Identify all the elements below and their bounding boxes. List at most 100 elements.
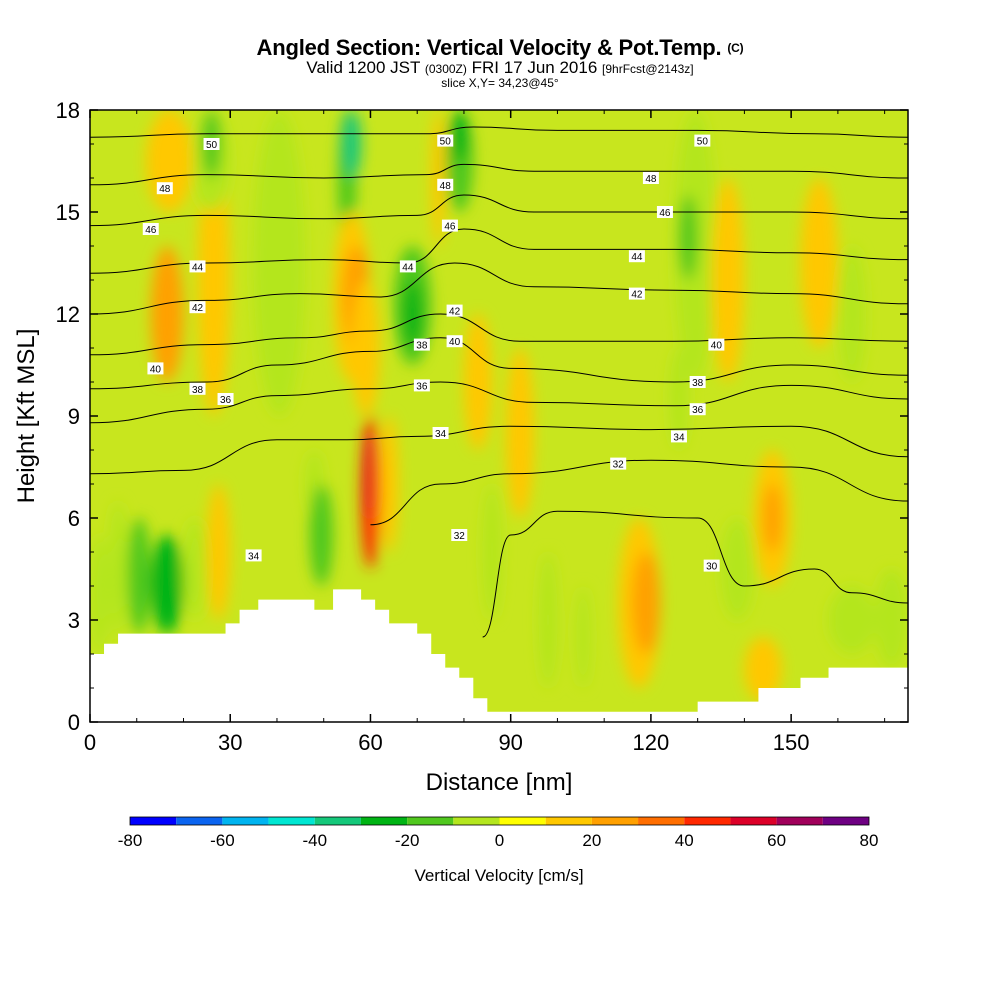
colorbar-swatch <box>545 817 592 825</box>
svg-text:38: 38 <box>692 378 704 389</box>
theta-contour-48 <box>90 163 908 186</box>
colorbar: -80 -60 -40 -20 0 20 40 60 80 <box>118 816 879 850</box>
colorbar-swatch <box>776 817 823 825</box>
velocity-cell <box>146 110 193 212</box>
svg-text:46: 46 <box>145 225 157 236</box>
theta-contour-50 <box>90 126 908 138</box>
theta-contour-30 <box>482 510 908 638</box>
contour-label: 48 <box>642 172 659 185</box>
colorbar-swatch <box>730 817 777 825</box>
svg-text:18: 18 <box>56 98 80 123</box>
theta-contour-46 <box>90 194 908 227</box>
velocity-cell <box>538 552 558 688</box>
velocity-cell <box>763 484 782 552</box>
terrain <box>90 589 908 722</box>
chart-header: Angled Section: Vertical Velocity & Pot.… <box>0 35 1000 90</box>
velocity-cell <box>506 348 535 518</box>
colorbar-tick: 80 <box>860 831 879 850</box>
velocity-cell <box>206 484 231 620</box>
svg-text:42: 42 <box>631 290 643 301</box>
contour-label: 48 <box>437 178 454 192</box>
svg-text:50: 50 <box>697 137 709 148</box>
colorbar-tick: -80 <box>118 831 143 850</box>
svg-text:150: 150 <box>773 730 810 755</box>
velocity-cell <box>183 518 207 620</box>
contour-label: 42 <box>189 301 206 314</box>
slice-info: slice X,Y= 34,23@45° <box>441 76 559 90</box>
contour-label: 50 <box>203 138 220 151</box>
svg-text:42: 42 <box>449 307 461 318</box>
contour-label: 44 <box>628 250 645 263</box>
svg-text:30: 30 <box>706 562 718 573</box>
contour-label: 36 <box>413 379 430 392</box>
contour-label: 38 <box>413 338 430 352</box>
velocity-cell <box>150 246 184 382</box>
velocity-cell <box>837 246 866 382</box>
colorbar-swatch <box>314 817 361 825</box>
colorbar-label: Vertical Velocity [cm/s] <box>414 866 583 885</box>
contour-label: 34 <box>245 549 262 562</box>
velocity-cell <box>482 484 502 620</box>
contour-label: 32 <box>451 529 468 542</box>
svg-text:3: 3 <box>68 608 80 633</box>
contour-label: 38 <box>689 376 706 389</box>
theta-contour-42 <box>90 262 908 315</box>
y-axis-label: Height [Kft MSL] <box>13 329 40 504</box>
svg-text:40: 40 <box>711 341 723 352</box>
svg-text:44: 44 <box>402 262 414 273</box>
colorbar-tick: 60 <box>767 831 786 850</box>
svg-text:15: 15 <box>56 200 80 225</box>
contour-label: 44 <box>399 260 416 273</box>
colorbar-swatch <box>176 817 223 825</box>
y-tick: 12 <box>56 302 908 327</box>
svg-text:38: 38 <box>192 385 204 396</box>
velocity-cell <box>127 518 151 634</box>
contour-label: 34 <box>432 427 449 440</box>
svg-text:32: 32 <box>613 460 625 471</box>
contour-label: 46 <box>441 219 458 233</box>
svg-text:0: 0 <box>84 730 96 755</box>
contour-label: 38 <box>189 382 206 396</box>
velocity-cell <box>403 280 422 348</box>
colorbar-swatch <box>268 817 315 825</box>
svg-text:46: 46 <box>659 208 671 219</box>
colorbar-tick: -60 <box>210 831 235 850</box>
velocity-cell <box>253 110 306 416</box>
velocity-cell <box>576 586 591 688</box>
velocity-cell <box>449 110 469 161</box>
velocity-cell <box>379 416 399 552</box>
svg-text:46: 46 <box>444 222 456 233</box>
velocity-cell <box>197 144 231 416</box>
svg-text:12: 12 <box>56 302 80 327</box>
velocity-cell <box>828 586 876 654</box>
contour-label: 36 <box>689 403 706 416</box>
velocity-cell <box>678 195 698 280</box>
velocity-cell <box>721 518 754 620</box>
velocity-cell <box>365 433 376 518</box>
contour-label: 50 <box>437 134 454 148</box>
title-unit: (C) <box>727 41 744 55</box>
colorbar-tick: -20 <box>395 831 420 850</box>
colorbar-swatch <box>222 817 269 825</box>
colorbar-swatch <box>822 817 869 825</box>
svg-text:30: 30 <box>218 730 242 755</box>
contour-label: 50 <box>694 134 711 148</box>
contour-label: 32 <box>610 457 627 471</box>
x-axis-label: Distance [nm] <box>426 769 573 796</box>
contour-label: 40 <box>147 362 164 375</box>
x-tick: 90 <box>498 110 523 755</box>
chart-title: Angled Section: Vertical Velocity & Pot.… <box>256 35 744 60</box>
contour-label: 44 <box>189 260 206 273</box>
colorbar-tick: 40 <box>675 831 694 850</box>
colorbar-tick: -40 <box>302 831 327 850</box>
svg-text:0: 0 <box>68 710 80 735</box>
velocity-cell <box>150 535 184 634</box>
svg-text:48: 48 <box>645 174 657 185</box>
velocity-cell <box>342 110 362 178</box>
svg-text:40: 40 <box>449 337 461 348</box>
valid-time: Valid 1200 JST (0300Z) FRI 17 Jun 2016 [… <box>306 58 694 77</box>
colorbar-tick: 0 <box>495 831 504 850</box>
colorbar-swatch <box>360 817 408 825</box>
svg-text:48: 48 <box>440 181 452 192</box>
